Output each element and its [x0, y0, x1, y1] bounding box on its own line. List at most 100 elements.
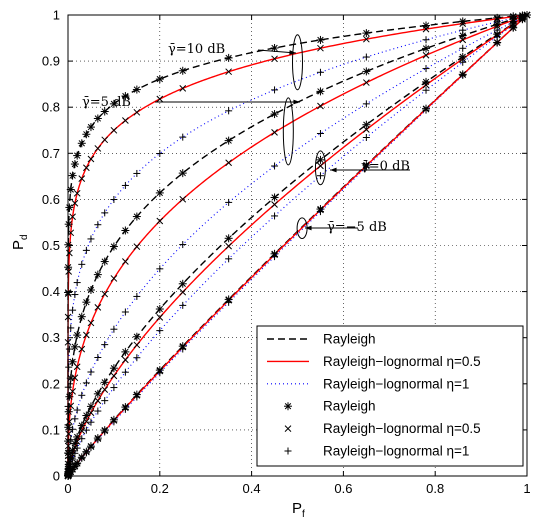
- annotation-label-0db: γ̄=0 dB: [361, 159, 410, 174]
- marker-eta1-10db: [316, 68, 324, 76]
- marker-rayleigh-10db: [65, 203, 74, 212]
- marker-eta05-5db: [459, 36, 467, 44]
- marker-eta05-0db: [122, 356, 129, 364]
- marker-eta1-10db: [101, 209, 109, 217]
- marker-eta05-10db: [67, 229, 75, 237]
- x-tick-label: 0.8: [426, 481, 444, 496]
- x-stroke: [122, 258, 129, 265]
- marker-eta05-10db: [71, 199, 79, 207]
- asterisk-stroke: [87, 403, 95, 410]
- asterisk-stroke: [101, 108, 108, 115]
- asterisk-stroke: [225, 137, 232, 144]
- marker-rayleigh-10db: [77, 139, 86, 148]
- asterisk-stroke: [133, 213, 141, 220]
- marker-rayleigh-5db: [64, 407, 73, 416]
- marker-eta05-5db: [73, 363, 81, 371]
- marker-eta1-0db: [133, 354, 141, 362]
- marker-rayleigh-5db: [93, 270, 102, 279]
- x-stroke: [110, 126, 118, 134]
- marker-eta1-5db: [94, 353, 102, 361]
- asterisk-stroke: [73, 331, 81, 339]
- x-stroke: [156, 217, 164, 225]
- marker-rayleigh-10db: [86, 123, 95, 132]
- x-stroke: [317, 44, 324, 52]
- y-tick-label: 0: [53, 469, 60, 484]
- x-stroke: [271, 55, 278, 63]
- marker-eta05-5db: [87, 319, 95, 327]
- annotation-ellipse-10db: [292, 34, 303, 91]
- marker-eta1--5db: [316, 208, 324, 216]
- marker-eta1-0db: [82, 426, 90, 434]
- asterisk-stroke: [225, 235, 232, 242]
- asterisk-stroke: [94, 271, 102, 278]
- marker-eta05-10db: [317, 44, 324, 52]
- marker-rayleigh-10db: [64, 220, 73, 229]
- legend-label: Rayleigh−lognormal η=1: [323, 376, 469, 391]
- asterisk-stroke: [459, 18, 466, 25]
- x-stroke: [66, 249, 73, 257]
- marker-rayleigh-10db: [73, 151, 82, 160]
- x-tick-label: 0.4: [243, 481, 261, 496]
- asterisk-stroke: [156, 305, 163, 313]
- marker-rayleigh-5db: [109, 242, 118, 251]
- asterisk-stroke: [156, 189, 163, 197]
- marker-eta1-10db: [94, 221, 102, 229]
- marker-eta1-0db: [179, 301, 187, 309]
- x-stroke: [83, 331, 90, 339]
- marker-eta05-0db: [156, 314, 164, 321]
- marker-eta1-0db: [71, 449, 79, 457]
- marker-eta1--5db: [509, 24, 517, 32]
- x-stroke: [73, 363, 81, 371]
- asterisk-stroke: [493, 21, 501, 28]
- x-stroke: [87, 155, 95, 163]
- marker-eta05-0db: [83, 418, 90, 425]
- marker-rayleigh-10db: [270, 43, 279, 52]
- y-tick-label: 0.2: [42, 376, 60, 391]
- marker-rayleigh-5db: [155, 188, 164, 197]
- marker-eta05-10db: [94, 145, 102, 152]
- asterisk-stroke: [459, 53, 466, 61]
- marker-eta1-5db: [225, 198, 233, 206]
- marker-rayleigh-0db: [270, 193, 279, 202]
- annotation-arrowhead-10db: [289, 50, 296, 55]
- marker-eta05-5db: [362, 79, 370, 86]
- marker-eta05-10db: [156, 95, 164, 103]
- asterisk-stroke: [87, 123, 95, 131]
- marker-eta05-0db: [94, 397, 102, 405]
- marker-eta1--5db: [94, 436, 102, 444]
- x-stroke: [225, 68, 233, 76]
- marker-eta1--5db: [110, 418, 118, 426]
- y-axis-label: Pd: [10, 234, 30, 250]
- x-stroke: [179, 195, 187, 203]
- marker-eta05-10db: [133, 108, 141, 116]
- marker-eta1-10db: [69, 306, 77, 314]
- marker-rayleigh-10db: [100, 107, 109, 116]
- y-tick-label: 0.7: [42, 146, 60, 161]
- legend-label: Rayleigh−lognormal η=1: [323, 444, 469, 459]
- y-tick-label: 0.5: [42, 238, 60, 253]
- asterisk-stroke: [179, 67, 186, 74]
- marker-eta05-5db: [110, 275, 118, 282]
- asterisk-stroke: [225, 54, 232, 62]
- marker-rayleigh-0db: [109, 364, 118, 373]
- marker-eta1-5db: [87, 368, 95, 376]
- asterisk-stroke: [67, 374, 74, 382]
- marker-eta1-10db: [71, 291, 79, 299]
- marker-eta1-0db: [69, 455, 77, 463]
- annotations: γ̄=10 dB γ̄=5 dB γ̄=0 dB γ̄=−5 dB: [82, 34, 410, 240]
- annotation-arrowhead--5db: [305, 225, 312, 231]
- marker-eta1--5db: [133, 393, 141, 401]
- x-stroke: [69, 213, 76, 221]
- marker-eta1-10db: [422, 36, 430, 44]
- marker-rayleigh-5db: [270, 110, 279, 119]
- marker-eta1-5db: [156, 265, 164, 273]
- marker-eta1-0db: [73, 444, 81, 452]
- marker-rayleigh-5db: [73, 331, 82, 340]
- marker-rayleigh-0db: [362, 120, 371, 129]
- asterisk-stroke: [363, 121, 370, 128]
- marker-eta05-10db: [101, 136, 109, 144]
- marker-eta1--5db: [225, 298, 233, 306]
- x-stroke: [78, 345, 86, 353]
- marker-eta05-10db: [225, 68, 233, 76]
- marker-eta05-10db: [83, 164, 90, 172]
